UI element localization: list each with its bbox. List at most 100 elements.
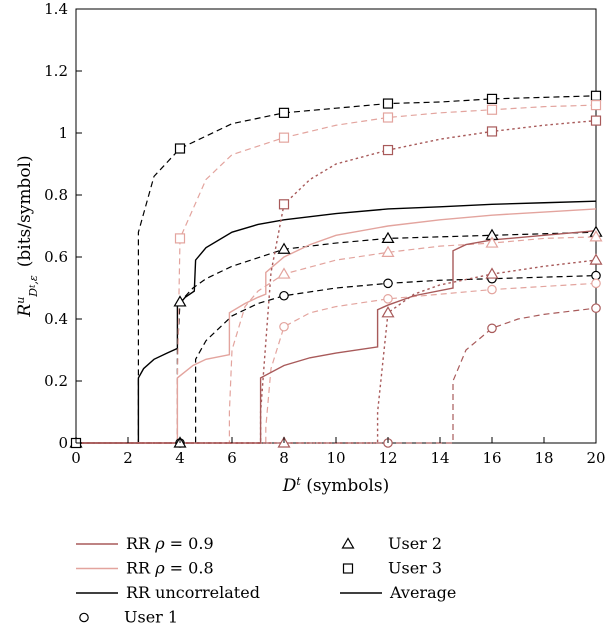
series-rho08-user-2 [76, 236, 597, 444]
x-tick-label: 8 [279, 449, 289, 467]
series-uncorrelated-user-2-marker [173, 295, 187, 307]
legend-label-rho: ρ [154, 559, 165, 578]
legend-item: Average [340, 583, 456, 602]
series-uncorrelated-user-3-marker [590, 90, 602, 101]
legend-label-suffix: = 0.9 [165, 534, 214, 553]
series-rho09-user-2 [76, 259, 597, 444]
y-tick-label: 1.2 [44, 62, 68, 80]
x-tick-label: 18 [534, 449, 553, 467]
series-uncorrelated-user-3-marker [278, 107, 290, 118]
series-rho09-average [76, 229, 597, 444]
plot-frame [75, 8, 597, 444]
y-axis-label-sub-tail: ,ε [27, 275, 40, 284]
series-rho08-user-2-marker [589, 230, 603, 242]
series-rho08-user-3 [76, 104, 597, 444]
x-axis-label-sup: t [296, 475, 301, 488]
series-rho08-user-3-marker [382, 112, 394, 123]
series-rho08-user-3-marker [278, 132, 290, 143]
series-rho08-user-1-marker [383, 294, 393, 304]
legend-item: User 2 [341, 534, 442, 553]
axis-layer: 0 2 4 6 8 10 12 14 16 18 20 0 0.2 0.4 0.6 0.8 1 1.2 1.4 [44, 0, 605, 467]
series-rho09-user-2-marker [485, 267, 499, 279]
y-axis-label-unit: (bits/symbol) [15, 155, 35, 267]
y-tick-label: 0.4 [44, 310, 68, 328]
legend-label-suffix: = 0.8 [165, 559, 214, 578]
series-uncorrelated-user-2 [76, 231, 597, 444]
legend-label-prefix: Average [389, 583, 456, 602]
x-tick-label: 10 [326, 449, 345, 467]
legend-label-rho: ρ [154, 534, 165, 553]
y-axis-label-sub: D [27, 288, 40, 298]
y-tick-label: 0 [58, 434, 68, 452]
legend-label: User 1 [124, 608, 178, 627]
legend-label-prefix: RR [126, 534, 155, 553]
legend-label: RR uncorrelated [126, 583, 260, 602]
x-axis-label-unit: (symbols) [301, 476, 389, 496]
legend-item: User 1 [79, 608, 178, 627]
series-rho08-user-1 [76, 282, 597, 444]
x-axis-label-symbol: D [282, 476, 297, 496]
x-tick-label: 6 [227, 449, 237, 467]
series-uncorrelated-user-1-marker [591, 270, 601, 281]
series-rho08-user-1-marker [279, 321, 289, 332]
series-rho09-user-1-marker [487, 323, 497, 334]
legend-label-prefix: User 2 [388, 534, 442, 553]
y-axis-label-symbol: R [15, 304, 35, 318]
x-tick-label: 16 [482, 449, 501, 467]
y-tick-label: 0.2 [44, 372, 68, 390]
series-rho08-user-3-marker [486, 104, 498, 115]
series-rho08-user-1-marker [591, 278, 601, 289]
series-rho08-average [76, 208, 597, 444]
legend-label: RR ρ = 0.8 [126, 559, 214, 578]
x-axis-label: Dt (symbols) [282, 475, 389, 497]
series-rho08-user-2-marker [277, 267, 291, 279]
legend-label: User 2 [388, 534, 442, 553]
x-tick-label: 12 [378, 449, 397, 467]
series-rho09-user-3-marker [278, 199, 290, 210]
series-rho08-user-3-marker [590, 99, 602, 111]
legend-label: User 3 [388, 559, 442, 578]
legend: RR ρ = 0.9RR ρ = 0.8RR uncorrelatedUser … [76, 534, 456, 627]
x-tick-label: 4 [175, 449, 185, 467]
series-rho09-user-1 [76, 307, 597, 444]
legend-label-prefix: User 3 [388, 559, 442, 578]
y-tick-label: 0.6 [44, 248, 68, 266]
y-tick-label: 0.8 [44, 186, 68, 204]
legend-item: RR uncorrelated [76, 583, 260, 602]
y-axis-label-sub-sup: t [28, 284, 37, 288]
legend-item: RR ρ = 0.9 [76, 534, 214, 553]
legend-label: RR ρ = 0.9 [126, 534, 214, 553]
series-uncorrelated-user-1-marker [383, 278, 393, 289]
series-uncorrelated-user-2-marker [381, 231, 395, 243]
series-rho09-user-1-marker [591, 303, 601, 313]
x-tick-label: 14 [430, 449, 449, 467]
series-rho09-user-3 [76, 119, 597, 444]
series-layer [76, 95, 597, 444]
x-tick-label: 0 [71, 449, 81, 467]
plot-area: 0 2 4 6 8 10 12 14 16 18 20 0 0.2 0.4 0.6 0.8 1 1.2 1.4 [44, 0, 605, 467]
series-rho09-user-3-marker [486, 126, 498, 137]
series-rho09-user-3-marker [590, 115, 602, 126]
y-axis-label: RuDt,ε (bits/symbol) [14, 155, 40, 317]
x-tick-label: 20 [586, 449, 605, 467]
legend-marker-square [342, 563, 354, 574]
y-axis-label-sup: u [14, 297, 27, 304]
y-tick-label: 1.4 [44, 0, 68, 18]
series-rho09-user-2-marker [589, 253, 603, 265]
series-uncorrelated-user-3-marker [486, 93, 498, 105]
series-rho08-user-3-marker [174, 233, 186, 244]
series-uncorrelated-average [76, 200, 597, 444]
series-rho08-user-2-marker [485, 236, 499, 248]
series-uncorrelated-user-3-marker [382, 98, 394, 109]
legend-label-prefix: RR [126, 559, 155, 578]
marker-layer [69, 90, 603, 449]
series-uncorrelated-user-2-marker [277, 242, 291, 254]
legend-item: RR ρ = 0.8 [76, 559, 214, 578]
series-uncorrelated-user-1-marker [279, 290, 289, 301]
series-uncorrelated-user-3 [76, 95, 597, 444]
legend-label-prefix: User 1 [124, 608, 178, 627]
legend-label: Average [389, 583, 456, 602]
series-rho08-user-2-marker [381, 245, 395, 257]
legend-marker-triangle [341, 537, 355, 549]
